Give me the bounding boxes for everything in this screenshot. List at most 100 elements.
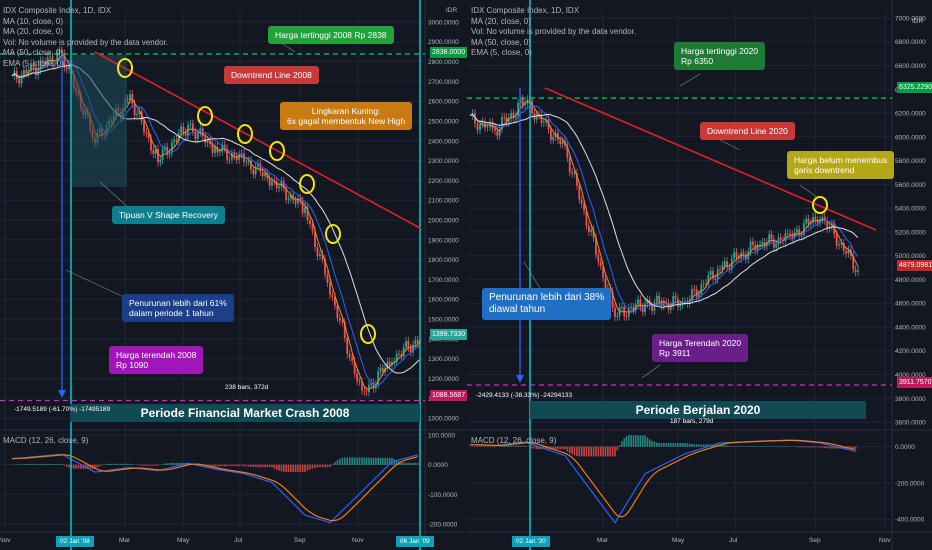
macd-bar <box>259 464 262 468</box>
candle-body <box>512 113 515 118</box>
candle-body <box>164 146 166 150</box>
left-callout-pointer <box>65 269 131 301</box>
candle-body <box>698 293 700 298</box>
candle-body <box>637 299 639 305</box>
macd-bar <box>573 446 576 456</box>
macd-bar <box>514 445 517 447</box>
macd-bar <box>140 464 143 466</box>
right-callout-downtrend[interactable]: Downtrend Line 2020 <box>700 122 795 140</box>
macd-bar <box>56 464 59 465</box>
macd-bar <box>630 435 632 447</box>
macd-bar <box>370 457 373 465</box>
macd-bar <box>770 446 773 447</box>
right-symbol-title[interactable]: IDX Composite Index, 1D, IDX <box>471 6 580 15</box>
candle-body <box>491 122 494 129</box>
macd-bar <box>639 435 642 447</box>
left-callout-downtrend[interactable]: Downtrend Line 2008 <box>224 66 319 84</box>
left-macd-tick-label: 0.0000 <box>428 462 448 469</box>
right-callout-drop[interactable]: Penurunan lebih dari 38% diawal tahun <box>482 288 612 320</box>
macd-bar <box>538 446 540 450</box>
candle-body <box>566 145 569 158</box>
macd-bar <box>416 462 419 465</box>
right-y-tick-label: 5800.0000 <box>895 158 926 165</box>
macd-bar <box>826 446 828 449</box>
yellow-circle-marker <box>360 324 376 344</box>
left-macd-tick-label: -100.0000 <box>428 492 458 499</box>
candle-body <box>414 340 417 345</box>
macd-bar <box>405 462 407 465</box>
macd-bar <box>854 446 857 449</box>
macd-bar <box>519 445 522 447</box>
candle-body <box>599 262 602 266</box>
left-indicator-ma50[interactable]: MA (50, close, 0) <box>3 48 64 57</box>
candle-body <box>285 188 288 200</box>
right-macd-label[interactable]: MACD (12, 26, close, 9) <box>471 436 557 445</box>
candle-body <box>494 128 496 131</box>
candle-body <box>784 233 787 242</box>
right-measure-arrowhead <box>516 375 524 383</box>
right-callout-low[interactable]: Harga Terendah 2020 Rp 3911 <box>652 334 749 362</box>
macd-bar <box>777 446 780 447</box>
left-callout-yellow-circles[interactable]: Lingkaran Kuning: 6x gagal membentuk New… <box>280 102 413 130</box>
left-callout-low[interactable]: Harga terendah 2008 Rp 1090 <box>109 346 204 374</box>
macd-bar <box>61 464 63 465</box>
right-downtrend-line <box>544 87 877 231</box>
macd-bar <box>599 446 602 457</box>
macd-bar <box>653 441 656 447</box>
candle-body <box>658 295 661 302</box>
macd-bar <box>793 446 796 448</box>
left-callout-high[interactable]: Harga tertinggi 2008 Rp 2838 <box>268 26 394 44</box>
right-indicator-ema5[interactable]: EMA (5, close, 0) <box>471 48 532 57</box>
left-indicator-ma10[interactable]: MA (10, close, 0) <box>3 16 64 26</box>
right-y-tick-label: 6600.0000 <box>895 63 926 70</box>
left-macd-label[interactable]: MACD (12, 26, close, 9) <box>3 436 89 445</box>
right-price-pane <box>467 0 932 550</box>
macd-bar <box>749 446 752 447</box>
right-indicator-ma20[interactable]: MA (20, close, 0) <box>471 16 532 26</box>
candle-body <box>576 172 578 186</box>
macd-bar <box>161 464 164 465</box>
candle-body <box>857 270 859 272</box>
candle-body <box>368 384 370 393</box>
macd-bar <box>730 446 733 447</box>
macd-bar <box>740 446 742 447</box>
candle-body <box>365 391 368 393</box>
macd-bar <box>728 445 731 447</box>
right-callout-high[interactable]: Harga tertinggi 2020 Rp 6350 <box>674 42 766 70</box>
left-x-tick-label: Mar <box>119 537 131 544</box>
candle-body <box>238 154 241 160</box>
macd-bar <box>648 439 651 447</box>
macd-bar <box>375 457 377 465</box>
candle-body <box>184 132 187 136</box>
left-chart-header: IDX Composite Index, 1D, IDX MA (10, clo… <box>3 6 168 69</box>
right-callout-not-broken[interactable]: Harga belum menembus garis downtrend <box>787 151 895 179</box>
left-callout-vshape[interactable]: Tipuan V Shape Recovery <box>112 206 225 224</box>
macd-bar <box>583 446 585 457</box>
macd-bar <box>301 464 304 472</box>
candle-body <box>18 78 21 84</box>
left-indicator-ema5[interactable]: EMA (5, close, 0) <box>3 58 64 68</box>
candle-body <box>496 130 499 136</box>
candle-body <box>30 63 32 71</box>
candle-body <box>65 67 68 70</box>
left-callout-drop[interactable]: Penurunan lebih dari 61% dalam periode 1… <box>122 294 234 322</box>
left-y-tick-label: 2600.0000 <box>428 99 459 106</box>
macd-bar <box>607 446 609 457</box>
left-symbol-title[interactable]: IDX Composite Index, 1D, IDX <box>3 6 112 15</box>
macd-bar <box>250 464 252 467</box>
right-y-tick-label: 3600.0000 <box>895 420 926 427</box>
candle-body <box>351 357 354 361</box>
macd-bar <box>63 464 66 466</box>
macd-bar <box>571 446 573 455</box>
macd-bar <box>835 446 838 449</box>
candle-body <box>796 229 798 233</box>
candle-body <box>786 233 789 234</box>
right-measure-label: -2429.4133 (-38.33%) -24294133 <box>476 392 573 399</box>
candle-body <box>646 299 649 304</box>
right-indicator-ma50[interactable]: MA (50, close, 0) <box>471 37 532 47</box>
candle-body <box>693 289 696 290</box>
left-indicator-ma20[interactable]: MA (20, close, 0) <box>3 27 64 36</box>
candle-body <box>568 157 571 173</box>
macd-bar <box>670 442 672 447</box>
